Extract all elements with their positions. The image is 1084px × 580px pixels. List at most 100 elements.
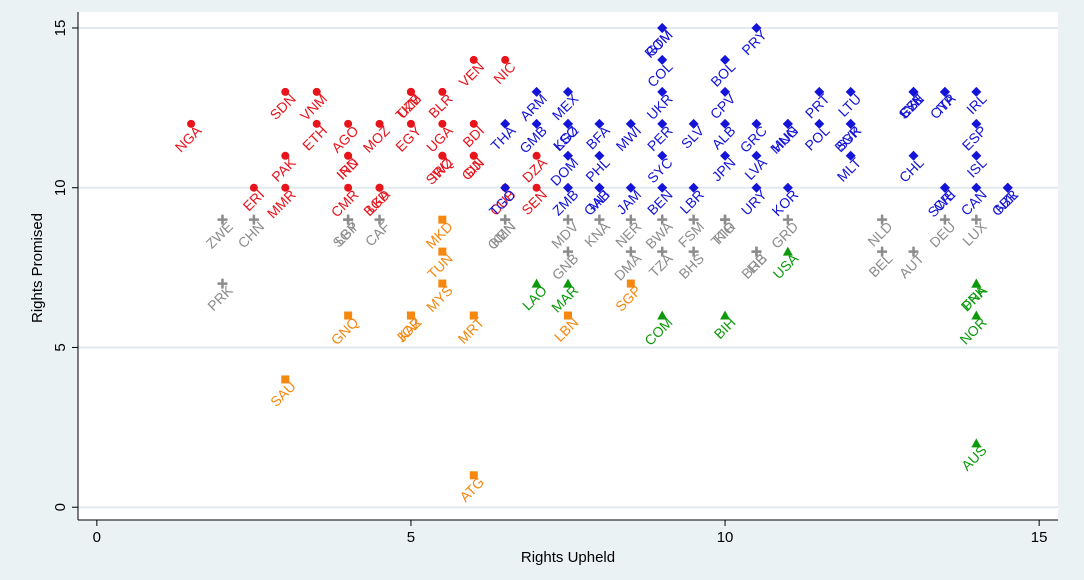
data-point — [438, 87, 447, 96]
data-point — [625, 214, 636, 225]
data-point — [877, 214, 888, 225]
ticks: 0 5 10 15 0 5 10 15 — [52, 20, 1047, 546]
data-point — [532, 183, 541, 192]
data-point — [657, 182, 668, 193]
data-point — [939, 214, 950, 225]
data-point — [908, 246, 919, 257]
x-tick-label: 10 — [717, 529, 734, 546]
data-point — [563, 278, 573, 288]
data-point — [406, 119, 415, 128]
data-point — [438, 247, 447, 256]
data-point — [845, 118, 856, 129]
data-point — [626, 279, 635, 288]
x-tick-label: 0 — [93, 529, 101, 546]
data-point — [438, 119, 447, 128]
axes — [77, 12, 1058, 521]
data-point — [782, 246, 793, 256]
data-point — [751, 182, 762, 193]
data-point — [688, 182, 699, 193]
data-point — [281, 151, 290, 160]
data-point — [564, 311, 572, 320]
data-point — [344, 119, 353, 128]
data-point — [814, 118, 825, 129]
data-point — [375, 119, 384, 128]
y-axis-title: Rights Promised — [29, 213, 46, 323]
data-point — [720, 150, 731, 161]
data-point — [877, 246, 888, 257]
y-tick-label: 15 — [52, 20, 69, 37]
x-tick-label: 15 — [1031, 529, 1048, 546]
data-point — [657, 150, 668, 161]
data-point — [1002, 182, 1013, 193]
data-point — [469, 471, 478, 480]
data-point — [971, 310, 982, 320]
data-point — [720, 310, 731, 320]
data-point — [657, 214, 668, 225]
data-point — [500, 182, 511, 193]
data-point — [469, 311, 478, 320]
data-point — [720, 118, 731, 129]
data-point — [751, 118, 762, 129]
data-point — [625, 246, 636, 257]
data-point — [531, 278, 542, 288]
data-point — [845, 150, 856, 161]
data-point — [531, 118, 542, 129]
data-point — [374, 214, 385, 225]
data-point — [563, 118, 573, 129]
data-point — [720, 54, 731, 65]
data-point — [469, 151, 478, 160]
data-point — [531, 86, 542, 97]
data-point — [563, 214, 573, 225]
data-point — [344, 311, 353, 320]
data-point — [312, 87, 321, 96]
data-point — [217, 214, 228, 225]
data-point — [438, 279, 447, 288]
data-point — [782, 118, 793, 129]
data-point — [657, 246, 668, 257]
data-point — [657, 86, 668, 97]
data-point — [908, 86, 919, 97]
data-point — [657, 54, 668, 65]
data-point — [594, 118, 605, 129]
data-point — [438, 215, 447, 224]
data-point — [532, 151, 541, 160]
data-point — [971, 118, 982, 129]
data-point — [782, 214, 793, 225]
data-point — [563, 246, 573, 257]
data-point — [563, 182, 573, 193]
data-point — [939, 86, 950, 97]
data-point — [971, 150, 982, 161]
data-point — [657, 22, 668, 33]
data-point — [720, 214, 731, 225]
data-point — [594, 214, 605, 225]
data-point — [343, 214, 354, 225]
x-axis-title: Rights Upheld — [521, 549, 615, 566]
data-point — [657, 118, 668, 129]
data-point — [375, 183, 384, 192]
data-point — [248, 214, 259, 225]
x-tick-label: 5 — [407, 529, 415, 546]
data-point — [971, 86, 982, 97]
data-point — [939, 182, 950, 193]
data-point — [657, 310, 668, 320]
data-point — [625, 182, 636, 193]
data-point — [563, 150, 573, 161]
data-point — [782, 182, 793, 193]
data-point — [594, 182, 605, 193]
data-point — [344, 183, 353, 192]
data-point — [625, 118, 636, 129]
data-point — [406, 311, 415, 320]
data-point — [500, 214, 511, 225]
data-point — [500, 118, 511, 129]
data-point — [344, 151, 353, 160]
data-point — [501, 55, 510, 64]
data-point — [845, 86, 856, 97]
data-point — [469, 55, 478, 64]
data-point — [720, 86, 731, 97]
data-point — [814, 86, 825, 97]
data-point — [438, 151, 447, 160]
data-point — [281, 375, 290, 384]
data-point — [751, 246, 762, 257]
